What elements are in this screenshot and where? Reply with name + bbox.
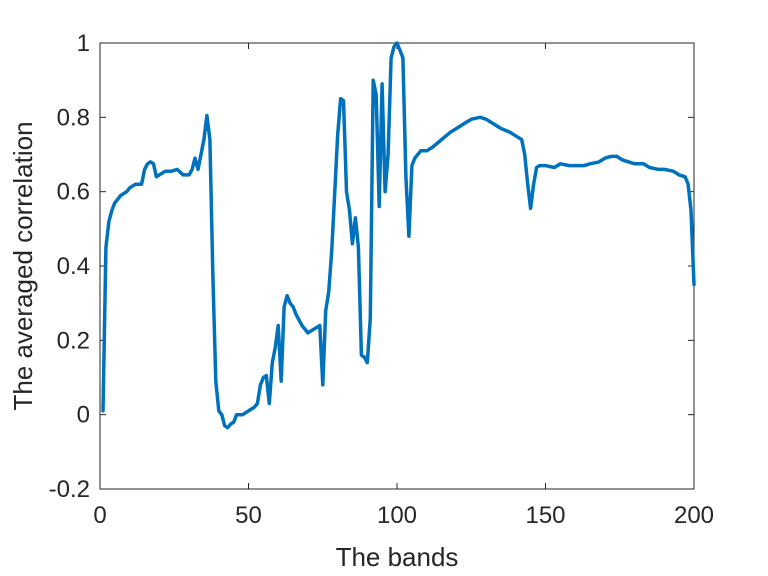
x-axis-label: The bands xyxy=(336,542,459,572)
x-tick-label: 150 xyxy=(525,502,565,529)
y-tick-label: 0.6 xyxy=(57,179,90,206)
x-tick-label: 100 xyxy=(377,502,417,529)
y-tick-label: 0.2 xyxy=(57,327,90,354)
y-tick-label: 1 xyxy=(77,30,90,57)
y-axis-label: The averaged correlation xyxy=(8,121,38,410)
y-tick-labels: -0.2 0 0.2 0.4 0.6 0.8 1 xyxy=(49,30,90,503)
x-tick-label: 50 xyxy=(235,502,262,529)
x-tick-label: 200 xyxy=(674,502,714,529)
y-tick-label: 0 xyxy=(77,402,90,429)
x-tick-labels: 0 50 100 150 200 xyxy=(93,502,714,529)
y-tick-label: 0.8 xyxy=(57,104,90,131)
y-tick-label: 0.4 xyxy=(57,253,90,280)
axis-ticks xyxy=(99,42,695,490)
plot-frame xyxy=(99,42,695,490)
y-tick-label: -0.2 xyxy=(49,476,90,503)
series-line-0 xyxy=(101,41,696,430)
series-group xyxy=(101,41,696,430)
x-tick-label: 0 xyxy=(93,502,106,529)
